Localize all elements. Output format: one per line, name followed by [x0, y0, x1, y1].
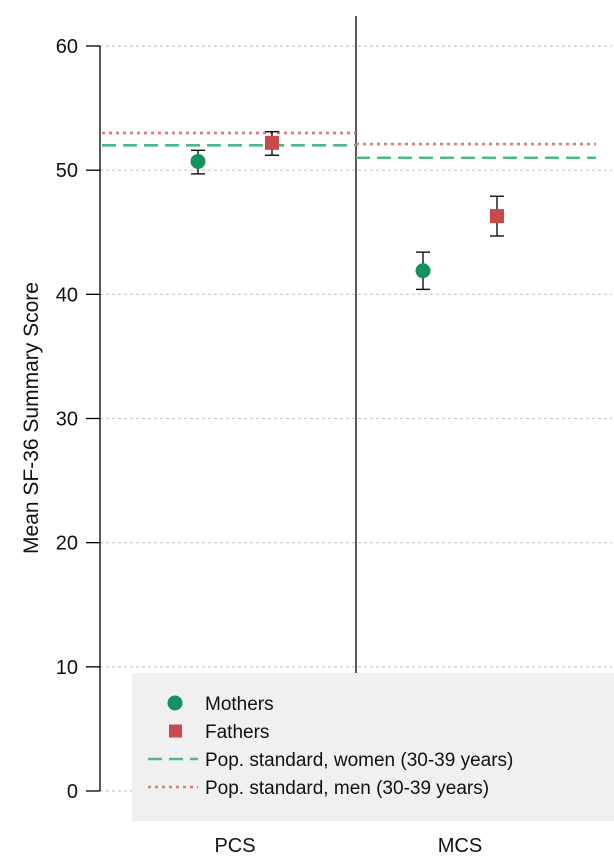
legend-symbol-square: [169, 724, 182, 738]
x-category-label: MCS: [438, 835, 482, 857]
grid-lines: [100, 45, 612, 792]
y-axis-title: Mean SF-36 Summary Score: [20, 282, 43, 554]
point-mothers: [190, 153, 206, 169]
x-category-label: PCS: [214, 835, 255, 857]
legend-label: Fathers: [205, 722, 269, 743]
legend-symbol-circle: [167, 695, 183, 711]
point-fathers: [265, 135, 279, 150]
legend-label: Pop. standard, men (30-39 years): [205, 778, 489, 799]
legend-label: Mothers: [205, 694, 274, 715]
y-tick-label: 20: [56, 533, 78, 555]
legend-box: [132, 673, 614, 821]
reference-lines: [102, 131, 596, 160]
y-tick-label: 30: [56, 409, 78, 431]
y-tick-label: 10: [56, 657, 78, 679]
y-tick-label: 40: [56, 284, 78, 306]
axes: 0 10 20 30 40 50 60 PCS MCS: [56, 16, 482, 857]
y-tick-label: 0: [67, 781, 78, 803]
legend: Mothers Fathers Pop. standard, women (30-3…: [132, 673, 614, 821]
point-fathers: [490, 209, 504, 224]
y-tick-label: 60: [56, 36, 78, 58]
point-mothers: [415, 263, 431, 279]
y-tick-label: 50: [56, 160, 78, 182]
legend-label: Pop. standard, women (30-39 years): [205, 750, 513, 771]
data-marks: [190, 130, 504, 291]
